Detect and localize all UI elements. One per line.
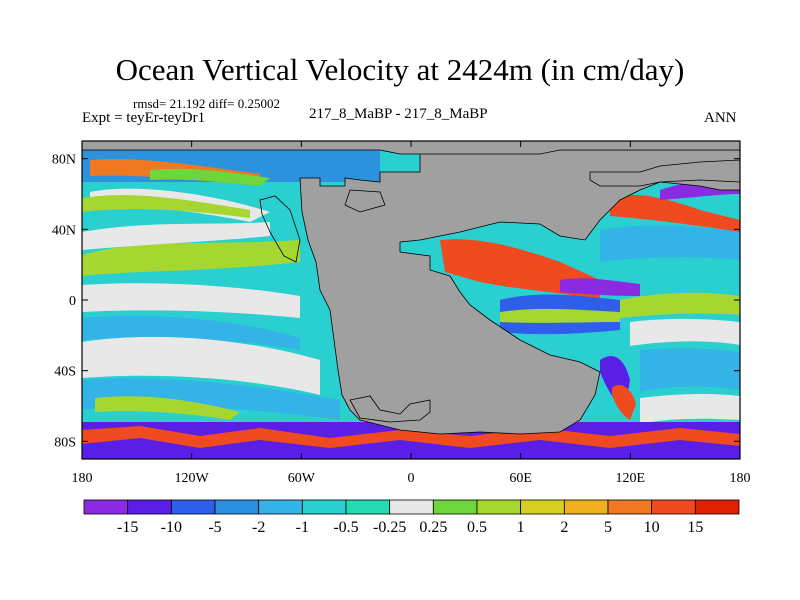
y-tick-label: 80S xyxy=(54,435,76,450)
legend-label: -1 xyxy=(296,519,309,536)
field-band xyxy=(640,348,740,392)
x-tick-label: 120E xyxy=(616,471,646,486)
field-band xyxy=(600,225,740,262)
field-band xyxy=(610,195,740,232)
field-band xyxy=(560,278,640,296)
x-axis: 180 120W 60W 0 60E 120E 180 xyxy=(72,141,751,486)
field-band xyxy=(630,318,740,346)
legend-swatch xyxy=(694,499,740,515)
legend-label: 1 xyxy=(517,519,525,536)
field-band xyxy=(500,308,620,323)
field-band xyxy=(95,396,240,420)
case-label: 217_8_MaBP - 217_8_MaBP xyxy=(309,106,488,122)
legend-label: 10 xyxy=(644,519,660,536)
legend-swatch xyxy=(651,499,696,515)
legend-swatch xyxy=(563,499,609,515)
legend-label: 5 xyxy=(604,519,612,536)
legend-swatch xyxy=(432,499,478,515)
x-tick-label: 60E xyxy=(509,471,532,486)
legend-label: 15 xyxy=(687,519,703,536)
field-band xyxy=(82,195,250,218)
coastline xyxy=(259,189,431,423)
field-band xyxy=(82,316,300,350)
field-band xyxy=(82,336,320,395)
experiment-label: Expt = teyEr-teyDr1 xyxy=(82,110,206,126)
x-tick-label: 60W xyxy=(288,471,316,486)
field-band xyxy=(82,426,740,448)
legend-swatch xyxy=(214,499,260,515)
legend-label: -2 xyxy=(252,519,265,536)
field-band xyxy=(612,384,636,420)
legend-swatch xyxy=(258,499,303,515)
y-axis: 80N 40N 0 40S 80S xyxy=(52,153,740,450)
legend-swatch xyxy=(389,499,434,515)
x-tick-label: 180 xyxy=(72,471,93,486)
legend-label: 0.5 xyxy=(467,519,487,536)
field-band xyxy=(150,168,270,186)
legend-swatch xyxy=(83,499,129,515)
legend-label: -5 xyxy=(208,519,221,536)
field-band xyxy=(620,292,740,318)
y-tick-label: 80N xyxy=(52,153,76,168)
legend-swatch xyxy=(170,499,216,515)
legend-swatch xyxy=(301,499,347,515)
land-mask xyxy=(82,141,740,435)
legend-label: -15 xyxy=(117,519,138,536)
legend-label: -10 xyxy=(161,519,182,536)
x-tick-label: 0 xyxy=(408,471,415,486)
legend-label: -0.25 xyxy=(373,519,406,536)
legend-swatch xyxy=(476,499,522,515)
field-band xyxy=(82,240,300,276)
legend-swatch xyxy=(127,499,172,515)
legend-label: 0.25 xyxy=(419,519,447,536)
season-label: ANN xyxy=(704,110,737,126)
field-band xyxy=(82,378,340,420)
x-tick-label: 180 xyxy=(730,471,751,486)
y-tick-label: 40S xyxy=(54,365,76,380)
chart-title: Ocean Vertical Velocity at 2424m (in cm/… xyxy=(115,52,685,87)
field-band xyxy=(82,222,270,250)
stats-label: rmsd= 21.192 diff= 0.25002 xyxy=(133,96,280,111)
legend-swatch xyxy=(345,499,391,515)
color-legend: -15 -10 -5 -2 -1 -0.5 -0.25 0.25 0.5 1 2 5 10 15 xyxy=(83,499,740,536)
legend-label: 2 xyxy=(560,519,568,536)
y-tick-label: 40N xyxy=(52,223,76,238)
legend-swatch xyxy=(607,499,653,515)
field-band xyxy=(82,283,300,318)
y-tick-label: 0 xyxy=(69,294,76,309)
x-tick-label: 120W xyxy=(175,471,210,486)
legend-label: -0.5 xyxy=(333,519,358,536)
field-band xyxy=(640,394,740,424)
legend-swatch xyxy=(520,499,565,515)
plot-field xyxy=(82,141,740,459)
